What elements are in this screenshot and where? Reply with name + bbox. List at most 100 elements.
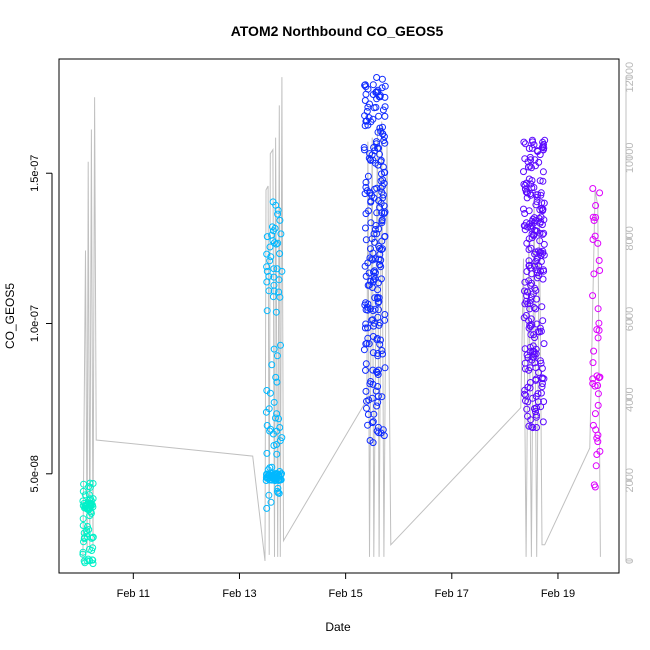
data-point [532,305,540,313]
data-point [379,106,387,114]
data-point [273,450,281,458]
data-point [374,352,382,360]
data-point [362,83,370,91]
data-point [265,405,273,413]
data-point [272,373,280,381]
data-point [272,414,279,422]
data-point [362,299,370,307]
data-point [526,220,534,228]
data-point [539,205,547,213]
data-point [367,198,375,206]
data-point [596,189,604,197]
data-point [539,374,546,382]
data-point [368,284,376,291]
data-point [528,144,536,152]
data-point [362,90,370,98]
data-point [373,402,381,410]
data-point [379,123,386,131]
data-point [526,300,534,308]
data-point [521,359,529,367]
data-point [79,515,87,523]
data-point [362,224,369,232]
data-point [533,404,540,412]
data-point [362,306,370,314]
data-point [377,429,385,437]
data-point [537,191,545,199]
data-point [539,275,547,283]
data-point [590,270,598,278]
data-point [534,328,542,336]
data-point [521,155,529,163]
data-point [270,398,278,406]
data-point [369,418,377,426]
data-point [365,154,373,162]
data-point [276,437,284,445]
data-point [378,393,386,401]
data-point [530,141,538,149]
data-point [369,333,377,340]
data-point [528,423,536,431]
data-point [523,292,531,300]
data-point [360,146,368,154]
data-point [265,272,273,280]
data-point [361,81,369,89]
data-point [534,148,542,155]
data-point [591,382,599,390]
data-point [594,401,602,409]
data-point [374,295,381,302]
data-point [595,319,603,327]
data-point [525,246,533,253]
data-point [366,380,374,388]
data-point [375,197,383,205]
data-point [380,202,388,210]
data-point [529,424,537,432]
data-point [361,122,369,130]
data-point [526,384,534,392]
x-axis: Feb 11 Feb 13 Feb 15 Feb 17 Feb 19 [117,573,575,600]
data-point [79,522,87,529]
data-point [273,378,281,386]
data-point [263,504,271,512]
x-tick-label: Feb 11 [117,588,150,600]
data-point [536,249,544,256]
data-point [370,410,378,418]
data-point [366,189,374,197]
data-point [374,350,382,357]
data-point [539,177,547,185]
data-point [263,307,271,315]
data-point [533,193,541,201]
data-point [369,256,377,264]
data-point [360,144,368,151]
data-point [523,405,531,413]
data-point [263,263,271,271]
data-point [537,359,545,367]
data-point [594,305,602,313]
data-point [593,434,601,442]
data-point [595,257,603,264]
data-point [274,484,282,492]
data-point [594,382,602,389]
data-point [540,340,548,348]
data-point [539,418,547,426]
data-point [371,226,379,233]
data-point [363,117,371,125]
data-point [364,411,372,418]
data-point [376,340,384,348]
data-point [370,268,377,276]
data-point [83,557,91,565]
data-point [87,500,95,508]
data-point [275,276,283,284]
data-point [526,261,533,269]
data-point [270,471,278,479]
data-point [532,287,540,294]
data-point [89,534,97,542]
chart-title: ATOM2 Northbound CO_GEOS5 [231,23,444,39]
data-point [266,476,273,484]
data-point [375,112,383,120]
data-point [589,375,597,383]
data-point [520,205,527,213]
data-point [276,293,284,301]
data-point [520,138,528,146]
data-point [596,267,604,274]
data-point [376,261,384,269]
